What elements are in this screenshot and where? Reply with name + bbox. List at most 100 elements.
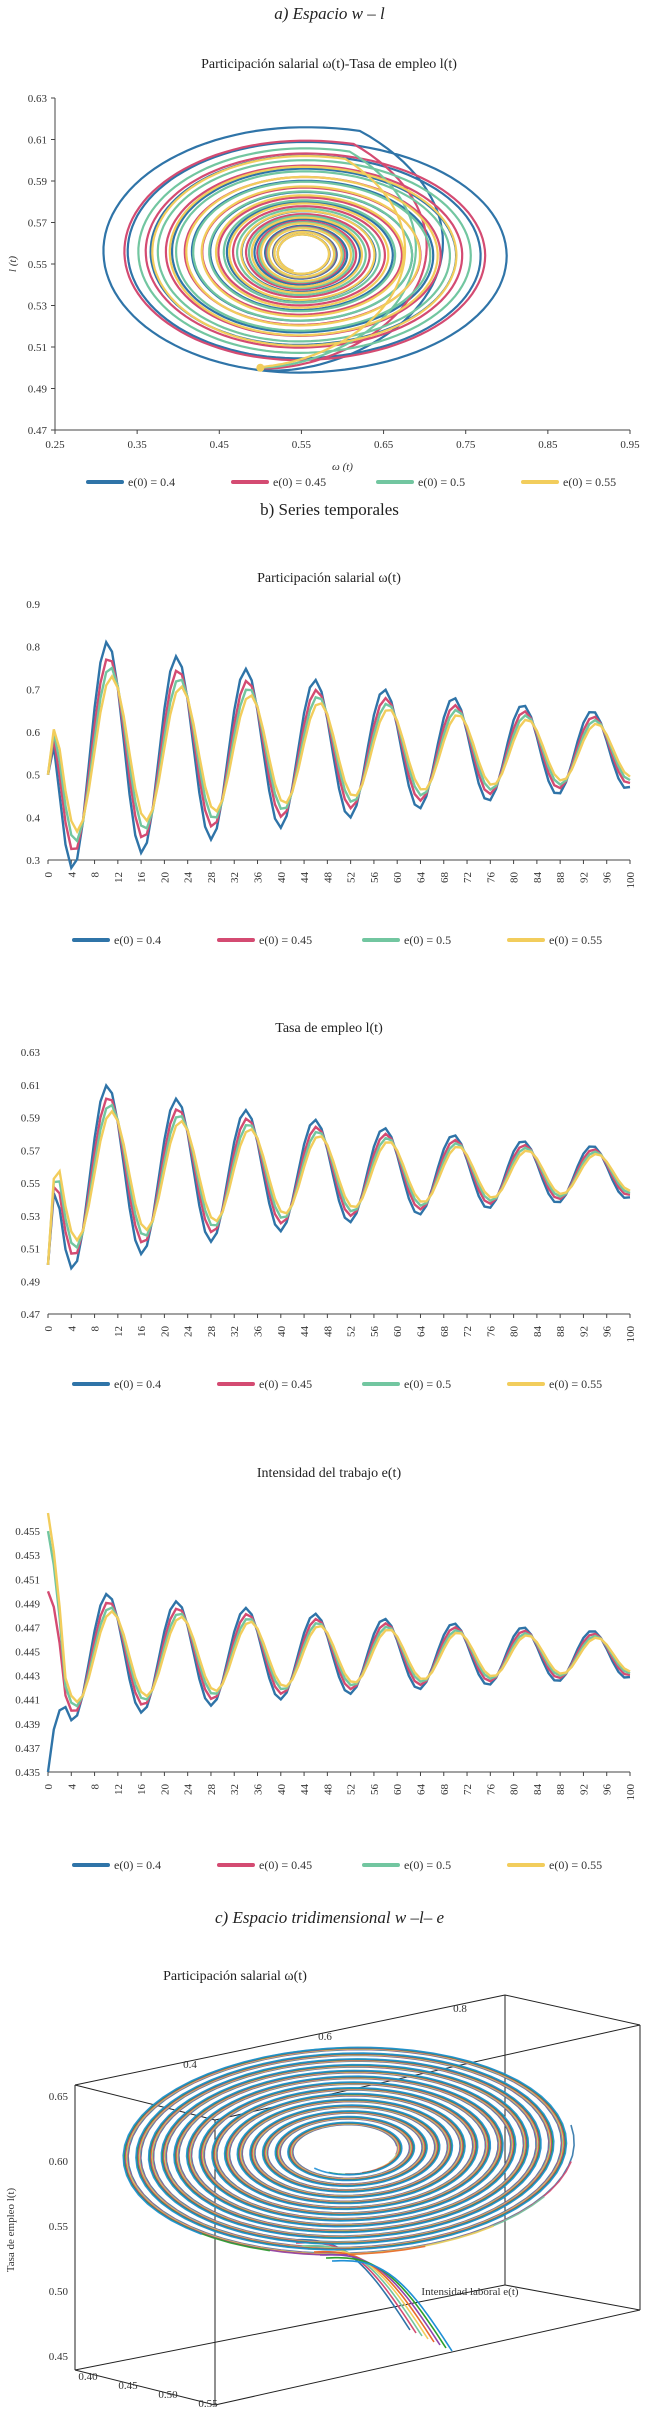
legend-label: e(0) = 0.4 [114, 933, 161, 947]
x-tick-label: 32 [229, 872, 241, 883]
y-tick-label: 0.51 [28, 342, 47, 354]
x-axis-label: ω (t) [332, 461, 353, 473]
x-tick-label: 64 [415, 872, 427, 884]
x-tick-label: 4 [66, 1784, 78, 1790]
start-point [256, 363, 265, 372]
x-tick-label: 0.85 [538, 439, 558, 451]
y-tick-label: 0.51 [21, 1244, 40, 1256]
box-edge [74, 2284, 506, 2371]
x-tick-label: 40 [276, 872, 288, 884]
left-tick-label: 0.65 [49, 2091, 69, 2103]
x-tick-label: 32 [229, 1784, 241, 1795]
box-edge [504, 2284, 641, 2311]
y-tick-label: 0.53 [21, 1211, 41, 1223]
y-tick-label: 0.63 [21, 1047, 41, 1059]
x-tick-label: 72 [462, 1326, 474, 1337]
chart-title: Participación salarial ω(t) [257, 571, 401, 586]
box-edge [74, 2369, 216, 2406]
x-tick-label: 96 [602, 1784, 614, 1796]
bottom-tick-label: 0.50 [158, 2389, 178, 2401]
y-tick-label: 0.437 [15, 1743, 40, 1755]
x-tick-label: 92 [578, 872, 590, 883]
y-tick-label: 0.55 [28, 259, 48, 271]
x-tick-label: 36 [253, 872, 265, 884]
x-tick-label: 76 [485, 1326, 497, 1338]
phase-series-line [151, 154, 458, 369]
section-a-title: a) Espacio w – l [274, 4, 385, 23]
y-tick-label: 0.3 [26, 855, 40, 867]
y-tick-label: 0.9 [26, 599, 40, 611]
legend-label: e(0) = 0.5 [404, 1858, 451, 1872]
legend-label: e(0) = 0.55 [549, 1377, 602, 1391]
x-tick-label: 84 [532, 1784, 544, 1796]
x-tick-label: 16 [136, 872, 148, 884]
y-axis-label: Tasa de empleo l(t) [5, 2187, 17, 2272]
x-tick-label: 44 [299, 1784, 311, 1796]
top-tick-label: 0.4 [183, 2059, 197, 2071]
x-tick-label: 0 [43, 1784, 55, 1790]
legend-label: e(0) = 0.55 [549, 1858, 602, 1872]
x-tick-label: 0.45 [210, 439, 230, 451]
x-tick-label: 0 [43, 872, 55, 878]
chart-title: Participación salarial ω(t) [163, 1969, 307, 1984]
x-tick-label: 20 [159, 872, 171, 884]
x-tick-label: 64 [415, 1326, 427, 1338]
x-tick-label: 56 [369, 872, 381, 884]
y-tick-label: 0.453 [15, 1550, 40, 1562]
x-tick-label: 4 [66, 1326, 78, 1332]
spiral-tail-line [331, 2259, 453, 2352]
legend-label: e(0) = 0.5 [404, 933, 451, 947]
spiral-center-gap [323, 2138, 383, 2162]
x-tick-label: 24 [183, 872, 195, 884]
y-tick-label: 0.53 [28, 301, 48, 313]
y-tick-label: 0.435 [15, 1767, 40, 1779]
y-tick-label: 0.47 [21, 1309, 41, 1321]
x-tick-label: 0.25 [45, 439, 65, 451]
x-tick-label: 28 [206, 872, 218, 884]
time-series-line [46, 1512, 631, 1704]
x-tick-label: 12 [113, 1326, 125, 1337]
y-tick-label: 0.57 [21, 1145, 41, 1157]
x-tick-label: 68 [439, 1326, 451, 1338]
y-tick-label: 0.55 [21, 1178, 41, 1190]
x-tick-label: 48 [322, 1784, 334, 1796]
y-tick-label: 0.59 [28, 176, 48, 188]
legend-label: e(0) = 0.4 [128, 475, 175, 489]
x-tick-label: 0.35 [128, 439, 148, 451]
box-edge [74, 2084, 216, 2121]
x-tick-label: 72 [462, 1784, 474, 1795]
spiral-tail-line [325, 2256, 447, 2349]
x-tick-label: 64 [415, 1784, 427, 1796]
phase-chart: Participación salarial ω(t)-Tasa de empl… [7, 57, 640, 489]
legend-label: e(0) = 0.55 [549, 933, 602, 947]
y-tick-label: 0.441 [15, 1695, 40, 1707]
x-tick-label: 20 [159, 1326, 171, 1338]
spiral-3d-line [122, 2046, 568, 2251]
x-tick-label: 8 [90, 1326, 102, 1332]
left-tick-label: 0.60 [49, 2156, 69, 2168]
chart-title: Tasa de empleo l(t) [275, 1021, 383, 1036]
chart-title: Participación salarial ω(t)-Tasa de empl… [201, 57, 457, 72]
legend-label: e(0) = 0.45 [259, 1858, 312, 1872]
left-tick-label: 0.45 [49, 2351, 69, 2363]
x-tick-label: 92 [578, 1326, 590, 1337]
y-tick-label: 0.49 [28, 384, 48, 396]
x-tick-label: 80 [509, 1784, 521, 1796]
bottom-tick-label: 0.55 [198, 2398, 218, 2410]
x-tick-label: 56 [369, 1784, 381, 1796]
x-tick-label: 60 [392, 1326, 404, 1338]
time-series-line [46, 1109, 631, 1265]
x-tick-label: 8 [90, 872, 102, 878]
y-tick-label: 0.59 [21, 1113, 41, 1125]
y-tick-label: 0.5 [26, 770, 40, 782]
x-tick-label: 0.95 [620, 439, 640, 451]
y-tick-label: 0.61 [21, 1080, 40, 1092]
three-d-chart: Participación salarial ω(t) 0.4 0.6 0.8 0.65… [5, 1969, 641, 2410]
x-tick-label: 100 [625, 1784, 637, 1801]
legend-label: e(0) = 0.55 [563, 475, 616, 489]
x-tick-label: 48 [322, 1326, 334, 1338]
x-tick-label: 68 [439, 1784, 451, 1796]
x-tick-label: 0 [43, 1326, 55, 1332]
y-tick-label: 0.7 [26, 684, 40, 696]
legend-label: e(0) = 0.45 [259, 933, 312, 947]
